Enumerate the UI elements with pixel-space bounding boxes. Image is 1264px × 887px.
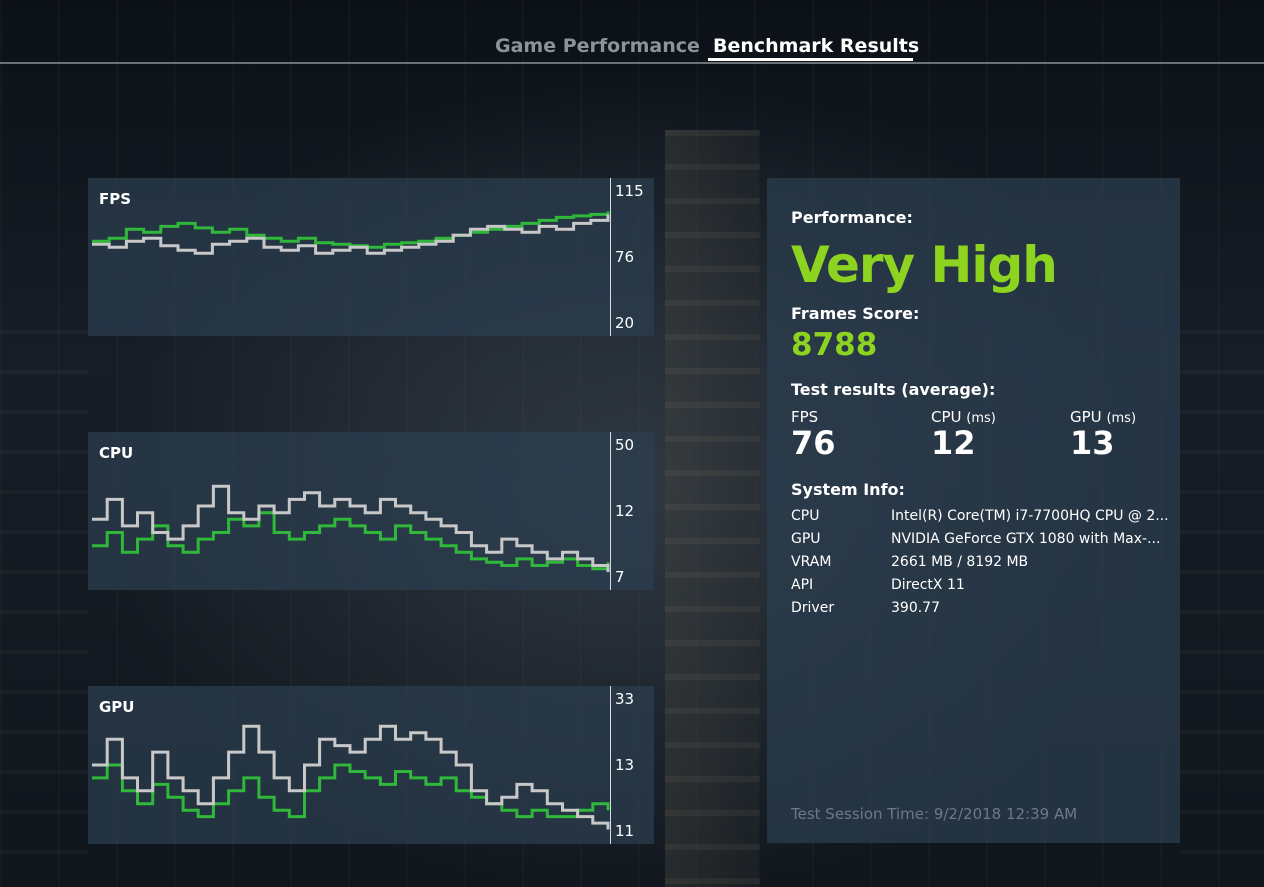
fps-graph-panel: FPS 115 76 20 — [88, 178, 654, 336]
background-hieroglyph-column — [665, 130, 760, 887]
sysinfo-value: 2661 MB / 8192 MB — [891, 554, 1029, 570]
avg-fps-label: FPS — [791, 408, 819, 426]
sysinfo-value: DirectX 11 — [891, 577, 965, 593]
cpu-graph-axis — [610, 432, 611, 590]
cpu-graph-panel: CPU 50 12 7 — [88, 432, 654, 590]
avg-gpu-unit: (ms) — [1106, 411, 1137, 426]
cpu-axis-max: 50 — [615, 436, 635, 454]
frames-score-label: Frames Score: — [791, 304, 920, 323]
gpu-axis-max: 33 — [615, 690, 635, 708]
fps-series-green-line — [92, 211, 610, 249]
background-hieroglyph-right — [1180, 330, 1264, 887]
cpu-axis-mid: 12 — [615, 502, 635, 520]
fps-axis-max: 115 — [615, 182, 644, 200]
gpu-series-gray-line — [92, 724, 610, 830]
sysinfo-row-cpu: CPU Intel(R) Core(TM) i7-7700HQ CPU @ 2..… — [791, 508, 1169, 524]
tab-bar: Game Performance Benchmark Results — [0, 32, 1264, 62]
avg-gpu-label: GPU — [1070, 408, 1102, 426]
cpu-series-green-line — [92, 511, 610, 571]
frames-score-value: 8788 — [791, 327, 878, 363]
cpu-graph — [92, 484, 610, 573]
sysinfo-row-gpu: GPU NVIDIA GeForce GTX 1080 with Max-... — [791, 531, 1169, 547]
avg-cpu-label: CPU — [931, 408, 962, 426]
avg-gpu: GPU (ms) 13 — [1070, 408, 1136, 462]
sysinfo-key: CPU — [791, 508, 820, 524]
sysinfo-row-driver: Driver 390.77 — [791, 600, 1169, 616]
active-tab-indicator — [708, 58, 913, 61]
background-hieroglyph-left — [0, 330, 88, 887]
test-results-label: Test results (average): — [791, 380, 996, 399]
sysinfo-value: 390.77 — [891, 600, 940, 616]
avg-fps: FPS 76 — [791, 408, 836, 462]
system-info-label: System Info: — [791, 480, 905, 499]
tab-bar-divider — [0, 62, 1264, 64]
fps-axis-min: 20 — [615, 314, 635, 332]
cpu-series-gray-line — [92, 484, 610, 573]
fps-graph — [92, 211, 610, 255]
gpu-graph-title: GPU — [99, 698, 135, 716]
avg-gpu-value: 13 — [1070, 424, 1115, 462]
sysinfo-key: GPU — [791, 531, 821, 547]
tab-benchmark-results[interactable]: Benchmark Results — [713, 35, 920, 57]
performance-label: Performance: — [791, 208, 913, 227]
gpu-graph-panel: GPU 33 13 11 — [88, 686, 654, 844]
fps-graph-axis — [610, 178, 611, 336]
sysinfo-value: NVIDIA GeForce GTX 1080 with Max-... — [891, 531, 1161, 547]
cpu-graph-title: CPU — [99, 444, 134, 462]
gpu-graph-axis — [610, 686, 611, 844]
session-time: Test Session Time: 9/2/2018 12:39 AM — [791, 805, 1078, 823]
sysinfo-key: VRAM — [791, 554, 832, 570]
gpu-axis-min: 11 — [615, 822, 635, 840]
sysinfo-key: API — [791, 577, 814, 593]
sysinfo-row-vram: VRAM 2661 MB / 8192 MB — [791, 554, 1169, 570]
tab-game-performance[interactable]: Game Performance — [495, 35, 700, 57]
gpu-graph — [92, 724, 610, 830]
sysinfo-key: Driver — [791, 600, 835, 616]
gpu-series-green-line — [92, 763, 610, 819]
sysinfo-row-api: API DirectX 11 — [791, 577, 1169, 593]
avg-cpu-unit: (ms) — [966, 411, 996, 426]
avg-cpu-value: 12 — [931, 424, 976, 462]
fps-graph-title: FPS — [99, 190, 132, 208]
avg-fps-value: 76 — [791, 424, 836, 462]
cpu-axis-min: 7 — [615, 568, 625, 586]
sysinfo-value: Intel(R) Core(TM) i7-7700HQ CPU @ 2... — [891, 508, 1169, 524]
avg-cpu: CPU (ms) 12 — [931, 408, 996, 462]
performance-value: Very High — [791, 236, 1058, 294]
fps-series-gray-line — [92, 214, 610, 255]
fps-axis-mid: 76 — [615, 248, 635, 266]
gpu-axis-mid: 13 — [615, 756, 635, 774]
results-panel: Performance: Very High Frames Score: 878… — [767, 178, 1180, 843]
